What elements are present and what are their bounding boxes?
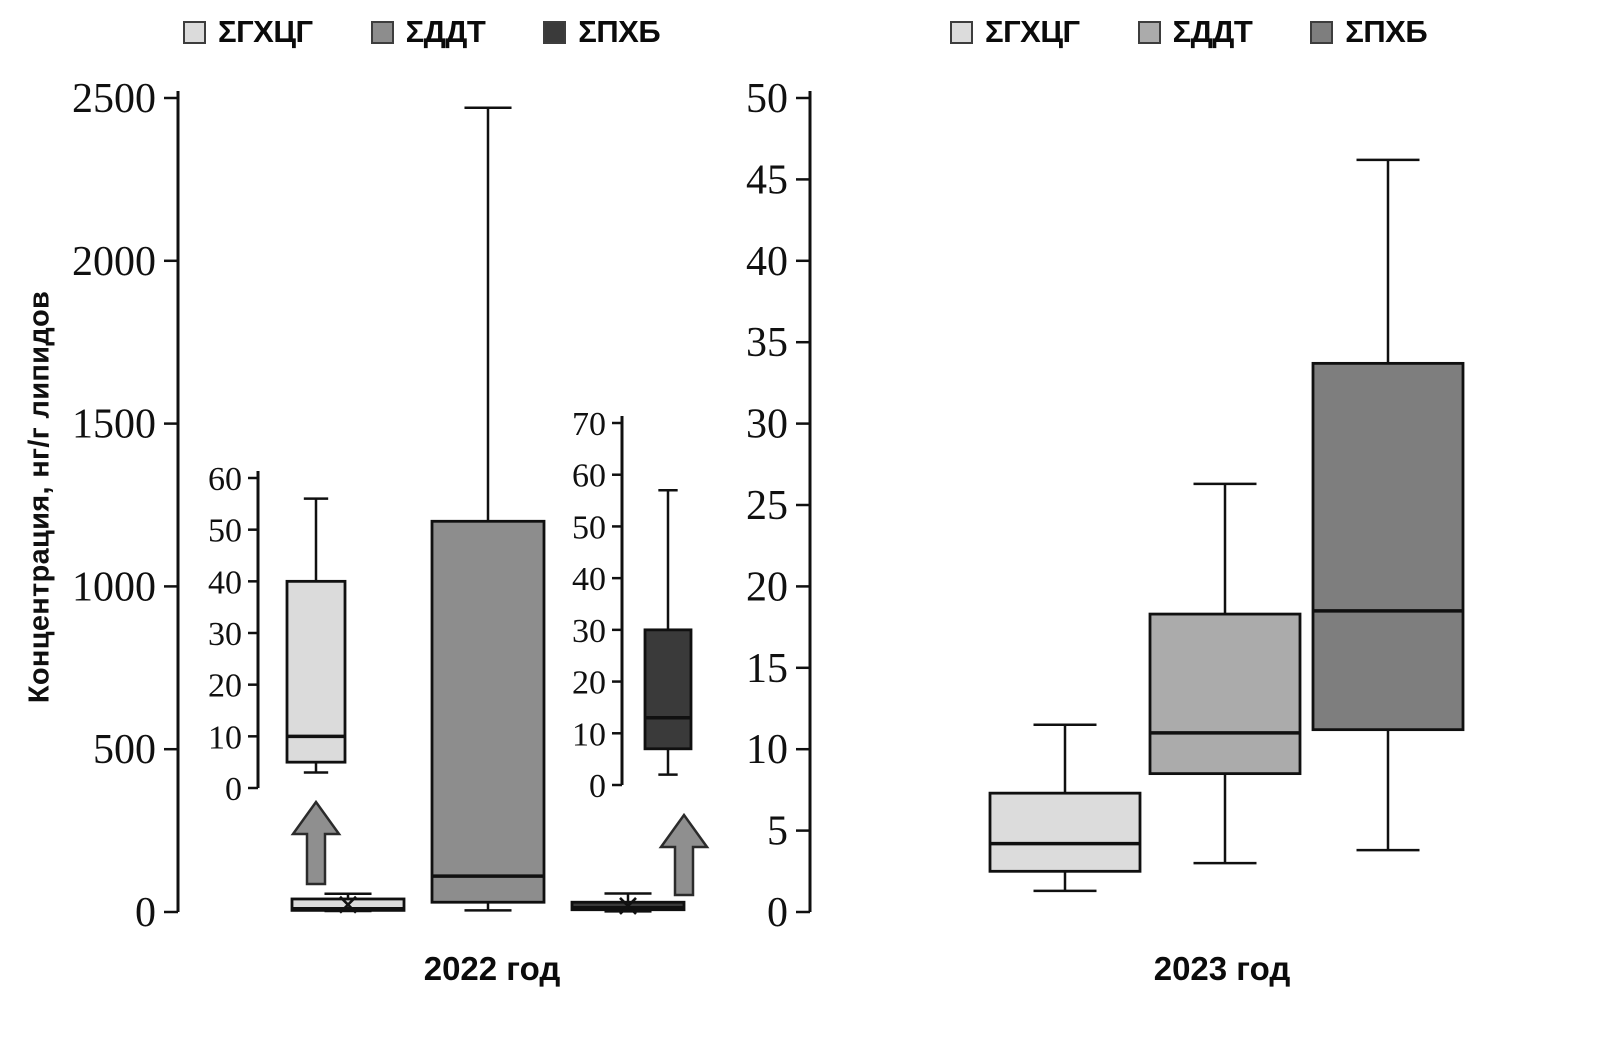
tick-label: 1000 (72, 564, 156, 610)
tick-label: 25 (746, 483, 788, 529)
panel-title-2022: 2022 год (423, 950, 561, 987)
legend-label: ΣГХЦГ (985, 14, 1080, 49)
tick-label: 2000 (72, 239, 156, 285)
panel-2022: 0 500 1000 1500 2000 2500 0 10 20 30 40 50 60 0 10 20 30… (72, 76, 710, 936)
box-2023-ΣГХЦГ (988, 723, 1142, 893)
iqr-box (430, 519, 546, 904)
tick-label: 30 (746, 402, 788, 448)
tick-label: 70 (572, 406, 606, 443)
tick-label: 10 (208, 719, 242, 756)
mean-x-marker (619, 897, 637, 915)
box-2023-ΣДДТ (1148, 482, 1302, 865)
legend-item: ΣДДТ (370, 14, 486, 50)
tick-label: 5 (767, 809, 788, 855)
tick-label: 45 (746, 157, 788, 203)
tick-label: 20 (746, 564, 788, 610)
tick-label: 2500 (72, 76, 156, 122)
mean-x-marker (339, 895, 357, 914)
legend-label: ΣДДТ (1172, 14, 1253, 49)
iqr-box (1311, 361, 1465, 732)
tick-label: 60 (572, 458, 606, 495)
box-2022-ΣДДТ (430, 106, 546, 912)
zoom-arrow-icon (658, 812, 710, 897)
tick-label: 20 (572, 665, 606, 702)
legend-item: ΣПХБ (1310, 14, 1428, 50)
tick-label: 20 (208, 668, 242, 705)
tick-label: 10 (572, 716, 606, 753)
legend-swatch (950, 20, 973, 44)
zoom-arrow-icon (290, 799, 342, 886)
inset-zoom-1: 0 10 20 30 40 50 60 70 (572, 406, 710, 897)
iqr-box (988, 791, 1142, 873)
inset-zoom-0: 0 10 20 30 40 50 60 (208, 461, 347, 886)
tick-label: 60 (208, 461, 242, 498)
legend-item: ΣГХЦГ (950, 14, 1080, 50)
legend-label: ΣДДТ (405, 14, 486, 49)
legend-swatch (1137, 20, 1161, 44)
legend-label: ΣГХЦГ (218, 14, 313, 49)
legend-swatch (370, 20, 394, 44)
panel-title-2023: 2023 год (1153, 950, 1291, 987)
panel-2023: 0 5 10 15 20 25 30 35 40 45 50 (746, 76, 1465, 936)
legend-item: ΣПХБ (543, 14, 661, 50)
tick-label: 30 (572, 613, 606, 650)
tick-label: 0 (225, 771, 242, 808)
legend-label: ΣПХБ (1345, 14, 1428, 49)
tick-label: 500 (93, 727, 156, 773)
legend-2023: ΣГХЦГ ΣДДТ ΣПХБ (950, 14, 1428, 50)
box-2022-ΣПХБ (570, 892, 686, 915)
tick-label: 40 (572, 561, 606, 598)
legend-swatch (1310, 20, 1334, 44)
iqr-box (643, 628, 693, 751)
legend-2022: ΣГХЦГ ΣДДТ ΣПХБ (183, 14, 661, 50)
tick-label: 50 (572, 509, 606, 546)
inset-box-ΣГХЦГ (285, 497, 347, 774)
tick-label: 35 (746, 320, 788, 366)
tick-label: 40 (746, 239, 788, 285)
tick-label: 30 (208, 616, 242, 653)
legend-swatch (183, 20, 206, 44)
legend-item: ΣГХЦГ (183, 14, 313, 50)
tick-label: 0 (135, 890, 156, 936)
legend-swatch (543, 20, 567, 44)
tick-label: 40 (208, 564, 242, 601)
tick-label: 0 (767, 890, 788, 936)
inset-box-ΣПХБ (643, 488, 693, 776)
iqr-box (1148, 612, 1302, 776)
box-2023-ΣПХБ (1311, 158, 1465, 852)
tick-label: 10 (746, 727, 788, 773)
tick-label: 0 (589, 768, 606, 805)
tick-label: 15 (746, 646, 788, 692)
tick-label: 50 (208, 513, 242, 550)
legend-item: ΣДДТ (1137, 14, 1253, 50)
box-2022-ΣГХЦГ (290, 892, 406, 914)
legend-label: ΣПХБ (578, 14, 661, 49)
iqr-box (285, 579, 347, 764)
tick-label: 1500 (72, 402, 156, 448)
tick-label: 50 (746, 76, 788, 122)
